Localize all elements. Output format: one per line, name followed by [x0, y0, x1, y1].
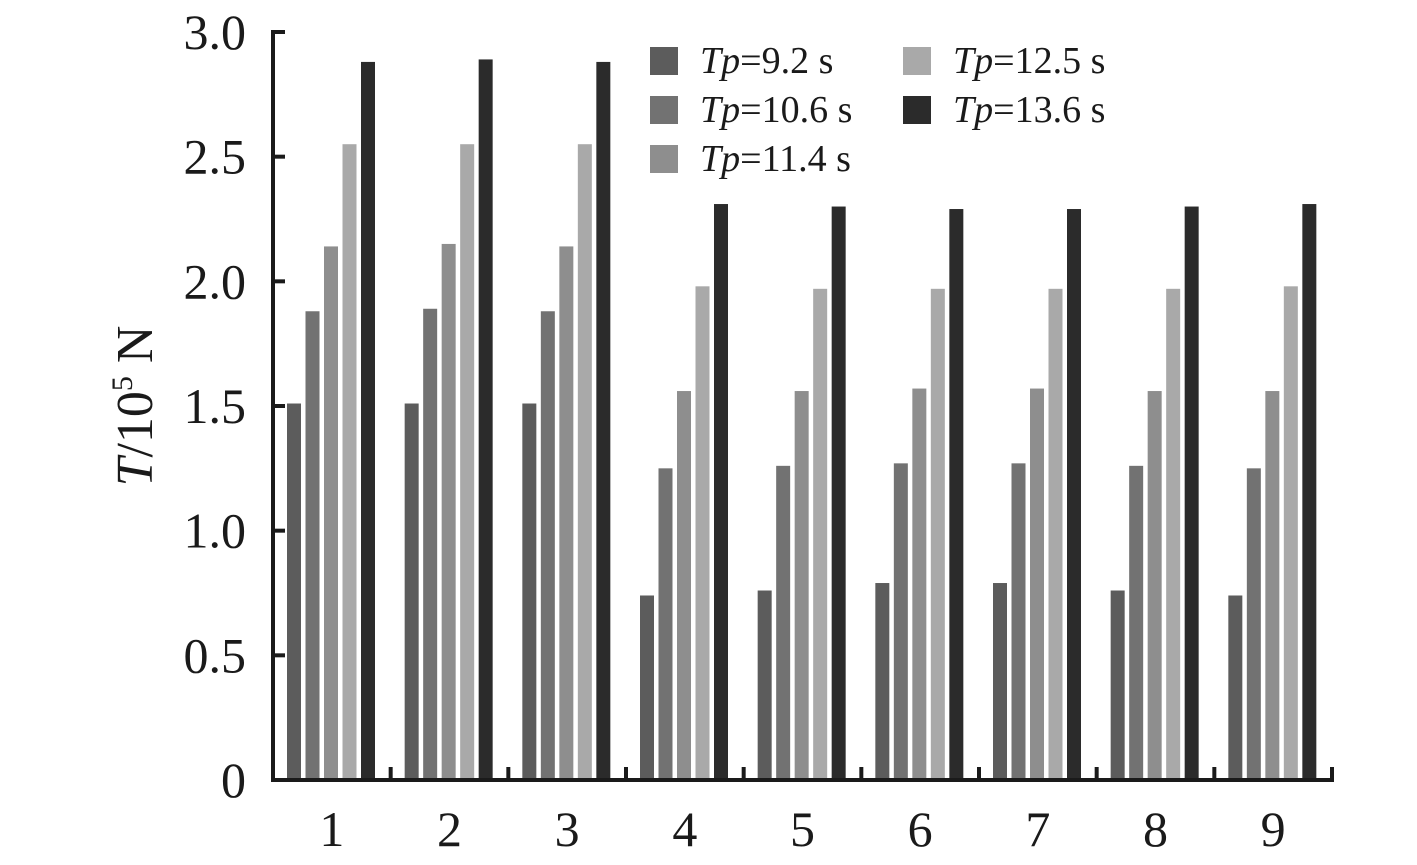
bar-3-series-2 [540, 311, 555, 780]
bar-9-series-3 [1265, 391, 1280, 780]
bar-6-series-1 [875, 583, 890, 780]
bar-7-series-1 [993, 583, 1007, 780]
bar-6-series-4 [930, 288, 945, 780]
bar-5-series-5 [831, 206, 846, 781]
bar-3-series-5 [596, 61, 611, 781]
bar-8-series-3 [1147, 391, 1162, 780]
y-tick-label: 0.5 [184, 627, 247, 683]
bar-1-series-4 [342, 144, 357, 780]
y-axis-label-scale: /10 [107, 391, 164, 457]
bar-7-series-3 [1030, 388, 1044, 780]
bar-2-series-5 [478, 59, 493, 781]
bar-5-series-4 [813, 288, 828, 780]
bar-1-series-5 [361, 61, 375, 781]
legend-swatch [903, 96, 931, 124]
bar-7-series-4 [1048, 288, 1063, 780]
x-tick-label: 1 [319, 801, 344, 857]
bar-8-series-4 [1166, 288, 1181, 780]
bar-4-series-1 [640, 595, 654, 780]
y-tick-label: 3.0 [184, 4, 247, 60]
bar-6-series-3 [912, 388, 927, 780]
legend: Tp=9.2 s Tp=10.6 s Tp=11.4 s Tp=12.5 s Tp=13… [650, 40, 1105, 180]
bar-9-series-4 [1283, 286, 1298, 780]
bar-3-series-1 [522, 403, 537, 780]
y-tick-label: 1.5 [184, 378, 247, 434]
bar-5-series-1 [757, 590, 772, 780]
legend-label: Tp=12.5 s [953, 40, 1105, 82]
bar-6-series-2 [893, 463, 908, 780]
legend-swatch [650, 145, 678, 173]
bar-3-series-4 [577, 144, 592, 780]
y-tick-label: 0 [221, 752, 246, 808]
x-tick-label: 7 [1025, 801, 1050, 857]
bar-4-series-4 [695, 286, 710, 780]
bar-4-series-5 [714, 204, 728, 781]
bar-3-series-3 [559, 246, 574, 781]
legend-swatch [650, 47, 678, 75]
bar-9-series-5 [1302, 204, 1317, 781]
legend-label: Tp=13.6 s [953, 89, 1105, 131]
bar-2-series-3 [441, 243, 456, 780]
bar-1-series-1 [287, 403, 301, 780]
bar-2-series-2 [423, 308, 438, 780]
bar-1-series-2 [305, 311, 320, 780]
bar-5-series-3 [794, 391, 809, 780]
axes [271, 30, 1334, 782]
bar-2-series-4 [460, 144, 475, 780]
y-tick-label: 1.0 [184, 503, 247, 559]
y-axis-label-symbol: T [107, 454, 164, 486]
x-tick-label: 4 [672, 801, 697, 857]
x-tick-label: 6 [908, 801, 933, 857]
x-tick-label: 8 [1143, 801, 1168, 857]
bar-8-series-2 [1129, 465, 1144, 780]
y-axis-label-unit: N [107, 326, 164, 377]
x-tick-label: 5 [790, 801, 815, 857]
bar-5-series-2 [776, 465, 791, 780]
legend-swatch [650, 96, 678, 124]
bar-8-series-5 [1184, 206, 1199, 781]
y-tick-label: 2.0 [184, 253, 247, 309]
legend-label: Tp=11.4 s [700, 138, 851, 180]
x-tick-label: 3 [555, 801, 580, 857]
bar-4-series-3 [677, 391, 691, 780]
bar-8-series-1 [1110, 590, 1125, 780]
bar-7-series-2 [1011, 463, 1026, 780]
legend-label: Tp=10.6 s [700, 89, 852, 131]
x-tick-label: 2 [437, 801, 462, 857]
y-axis-label: T/105 N [106, 326, 164, 487]
bar-7-series-5 [1067, 209, 1081, 780]
bar-group [287, 59, 1317, 781]
legend-swatch [903, 47, 931, 75]
legend-label: Tp=9.2 s [700, 40, 833, 82]
bar-9-series-2 [1246, 468, 1261, 780]
y-axis-label-exponent: 5 [106, 376, 139, 391]
tick-labels: 0 0.5 1.0 1.5 2.0 2.5 3.0 1 2 3 4 5 6 7 8 9 [184, 4, 1286, 857]
bar-9-series-1 [1228, 595, 1243, 780]
bar-6-series-5 [949, 209, 964, 780]
y-tick-label: 2.5 [184, 129, 247, 185]
bar-1-series-3 [324, 246, 338, 781]
bar-2-series-1 [404, 403, 419, 780]
x-tick-label: 9 [1261, 801, 1286, 857]
bar-4-series-2 [658, 468, 673, 780]
